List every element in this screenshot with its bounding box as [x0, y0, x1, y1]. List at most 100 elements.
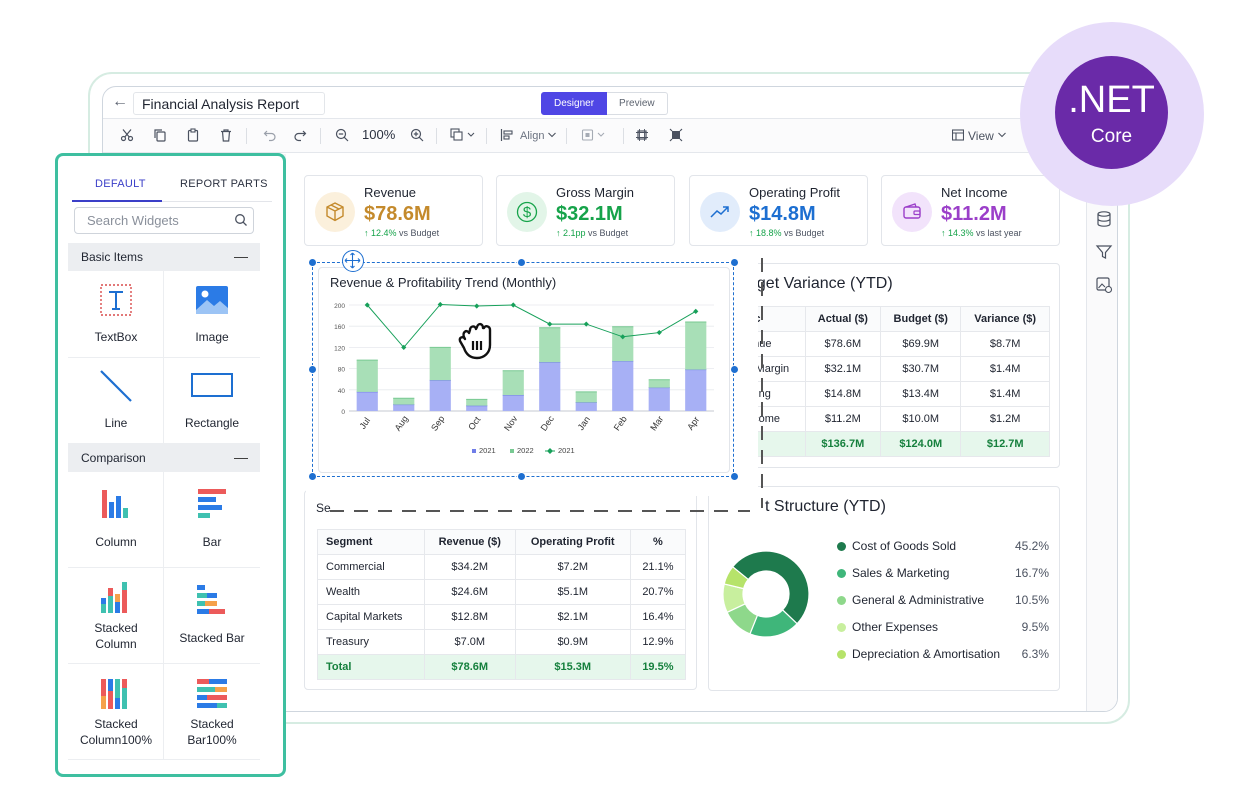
segment-panel[interactable]: Se Segment Revenue ($) Operating Profit …	[304, 490, 697, 690]
designer-mode-button[interactable]: Designer	[541, 92, 608, 115]
image-icon	[196, 286, 228, 314]
segment-table: Segment Revenue ($) Operating Profit % C…	[317, 529, 687, 680]
kpi-card-revenue[interactable]: Revenue $78.6M ↑ 12.4% vs Budget	[304, 175, 483, 246]
resize-handle-w[interactable]	[308, 365, 317, 374]
kpi-card-gross-margin[interactable]: $ Gross Margin $32.1M ↑ 2.1pp vs Budget	[496, 175, 675, 246]
widget-label-stacked-column: Stacked Column	[94, 621, 138, 651]
arrange-icon[interactable]	[450, 128, 476, 144]
bar-segment	[575, 391, 597, 403]
resize-handle-nw[interactable]	[308, 258, 317, 267]
align-icon[interactable]	[500, 128, 514, 144]
widget-image[interactable]: Image	[164, 271, 260, 358]
align-dropdown[interactable]: Align	[520, 130, 545, 142]
legend-item: Depreciation & Amortisation 6.3%	[837, 647, 1049, 663]
cut-icon[interactable]	[120, 128, 134, 144]
kpi-card-operating-profit[interactable]: Operating Profit $14.8M ↑ 18.8% vs Budge…	[689, 175, 868, 246]
budget-variance-panel[interactable]: dget Variance (YTD) ric Actual ($) Budge…	[737, 263, 1060, 468]
widget-textbox[interactable]: TextBox	[68, 271, 164, 358]
panel-title: dget Variance (YTD)	[748, 275, 893, 292]
size-icon[interactable]	[581, 128, 607, 144]
paste-icon[interactable]	[186, 128, 200, 144]
filter-icon[interactable]	[1095, 243, 1113, 261]
resize-handle-e[interactable]	[730, 365, 739, 374]
preview-mode-button[interactable]: Preview	[607, 92, 668, 115]
budget-variance-table: ric Actual ($) Budget ($) Variance ($) e…	[738, 306, 1050, 457]
legend-dot	[837, 542, 846, 551]
toolbar: 100% Align View	[103, 119, 1117, 153]
image-settings-icon[interactable]	[1095, 276, 1113, 294]
revenue-trend-chart[interactable]: Revenue & Profitability Trend (Monthly) …	[318, 267, 730, 473]
drop-guide	[330, 503, 750, 513]
kpi-value: $14.8M	[749, 203, 816, 225]
widget-stacked-column100[interactable]: Stacked Column100%	[68, 664, 164, 760]
svg-text:$: $	[523, 204, 532, 221]
section-basic-items[interactable]: Basic Items —	[68, 243, 260, 271]
redo-icon[interactable]	[293, 128, 307, 144]
zoom-in-icon[interactable]	[410, 128, 424, 144]
align-chevron-down-icon[interactable]	[547, 128, 557, 144]
y-tick-label: 200	[334, 303, 345, 310]
stacked-column-chart-icon	[101, 582, 127, 613]
widget-rectangle[interactable]: Rectangle	[164, 358, 260, 444]
delete-icon[interactable]	[219, 128, 233, 144]
report-title-field[interactable]: Financial Analysis Report	[133, 92, 325, 115]
move-handle-icon[interactable]	[342, 250, 364, 272]
cost-structure-panel[interactable]: t Structure (YTD) Cost of Goods Sold 45.2…	[708, 486, 1060, 691]
tab-default[interactable]: DEFAULT	[95, 178, 146, 190]
legend-dot	[837, 596, 846, 605]
widget-line[interactable]: Line	[68, 358, 164, 444]
resize-handle-sw[interactable]	[308, 472, 317, 481]
kpi-value: $32.1M	[556, 203, 623, 225]
view-chevron-down-icon[interactable]	[997, 128, 1007, 144]
data-source-icon[interactable]	[1095, 210, 1113, 228]
resize-handle-n[interactable]	[517, 258, 526, 267]
send-backward-icon[interactable]	[669, 128, 683, 144]
back-arrow-icon[interactable]: ←	[112, 93, 128, 110]
table-row: enue $78.6M $69.9M $8.7M	[738, 331, 1050, 357]
kpi-label: Gross Margin	[556, 185, 635, 200]
x-tick-label: Feb	[612, 414, 629, 432]
stacked-bar100-chart-icon	[197, 679, 227, 708]
search-widgets-input[interactable]: Search Widgets	[74, 207, 254, 234]
widget-stacked-bar[interactable]: Stacked Bar	[164, 568, 260, 664]
widget-stacked-bar100[interactable]: Stacked Bar100%	[164, 664, 260, 760]
bar-segment	[393, 404, 415, 411]
bar-segment	[429, 347, 451, 381]
widget-column[interactable]: Column	[68, 472, 164, 568]
search-icon[interactable]	[234, 213, 248, 232]
legend-swatch	[510, 449, 514, 453]
resize-handle-se[interactable]	[730, 472, 739, 481]
rectangle-icon	[191, 373, 233, 397]
table-row: Capital Markets $12.8M $2.1M 16.4%	[317, 604, 687, 630]
tab-report-parts[interactable]: REPORT PARTS	[180, 178, 268, 190]
table-row: Wealth $24.6M $5.1M 20.7%	[317, 579, 687, 605]
legend-marker	[547, 448, 553, 454]
undo-icon[interactable]	[263, 128, 277, 144]
x-tick-label: Dec	[539, 413, 557, 432]
zoom-level[interactable]: 100%	[362, 127, 396, 142]
line-icon	[100, 370, 132, 402]
kpi-card-net-income[interactable]: Net Income $11.2M ↑ 14.3% vs last year	[881, 175, 1060, 246]
panel-title: t Structure (YTD)	[765, 498, 886, 515]
bring-forward-icon[interactable]	[635, 128, 649, 144]
x-tick-label: Sep	[429, 414, 446, 433]
view-grid-icon[interactable]	[952, 128, 964, 144]
legend-dot	[837, 569, 846, 578]
column-header: %	[629, 529, 687, 555]
chart-title: Revenue & Profitability Trend (Monthly)	[330, 275, 557, 290]
kpi-delta: ↑ 2.1pp vs Budget	[556, 228, 629, 238]
widget-stacked-column[interactable]: Stacked Column	[68, 568, 164, 664]
resize-handle-ne[interactable]	[730, 258, 739, 267]
view-dropdown[interactable]: View	[968, 129, 994, 143]
y-tick-label: 0	[341, 409, 345, 416]
bar-segment	[612, 361, 634, 411]
resize-handle-s[interactable]	[517, 472, 526, 481]
wallet-icon	[892, 192, 932, 232]
widget-bar[interactable]: Bar	[164, 472, 260, 568]
widgets-panel: DEFAULT REPORT PARTS Search Widgets Basi…	[55, 153, 286, 777]
donut-slice	[723, 565, 750, 590]
zoom-out-icon[interactable]	[335, 128, 349, 144]
grab-cursor-icon	[456, 320, 500, 362]
section-comparison[interactable]: Comparison —	[68, 444, 260, 472]
copy-icon[interactable]	[153, 128, 167, 144]
